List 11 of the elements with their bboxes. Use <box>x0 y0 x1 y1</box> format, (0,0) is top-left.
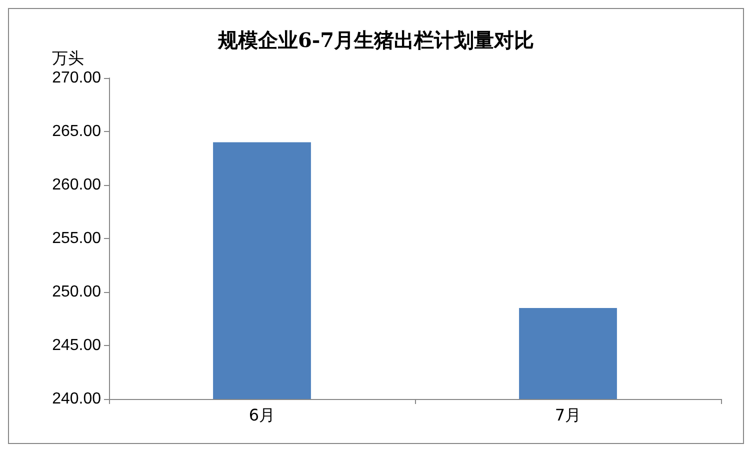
y-tick-label: 255.00 <box>52 230 102 247</box>
y-tick-label: 270.00 <box>52 70 102 86</box>
y-tick-label: 245.00 <box>52 337 102 354</box>
x-tick-label: 7月 <box>554 406 582 424</box>
y-axis-title: 万头 <box>52 48 84 68</box>
y-tick-label: 260.00 <box>52 176 102 194</box>
chart-title: 规模企业6-7月生猪出栏计划量对比 <box>216 28 534 52</box>
y-tick-label: 265.00 <box>52 123 102 140</box>
y-tick-label: 250.00 <box>52 284 102 300</box>
y-tick-label: 240.00 <box>52 390 102 408</box>
x-tick-label: 6月 <box>248 406 276 424</box>
